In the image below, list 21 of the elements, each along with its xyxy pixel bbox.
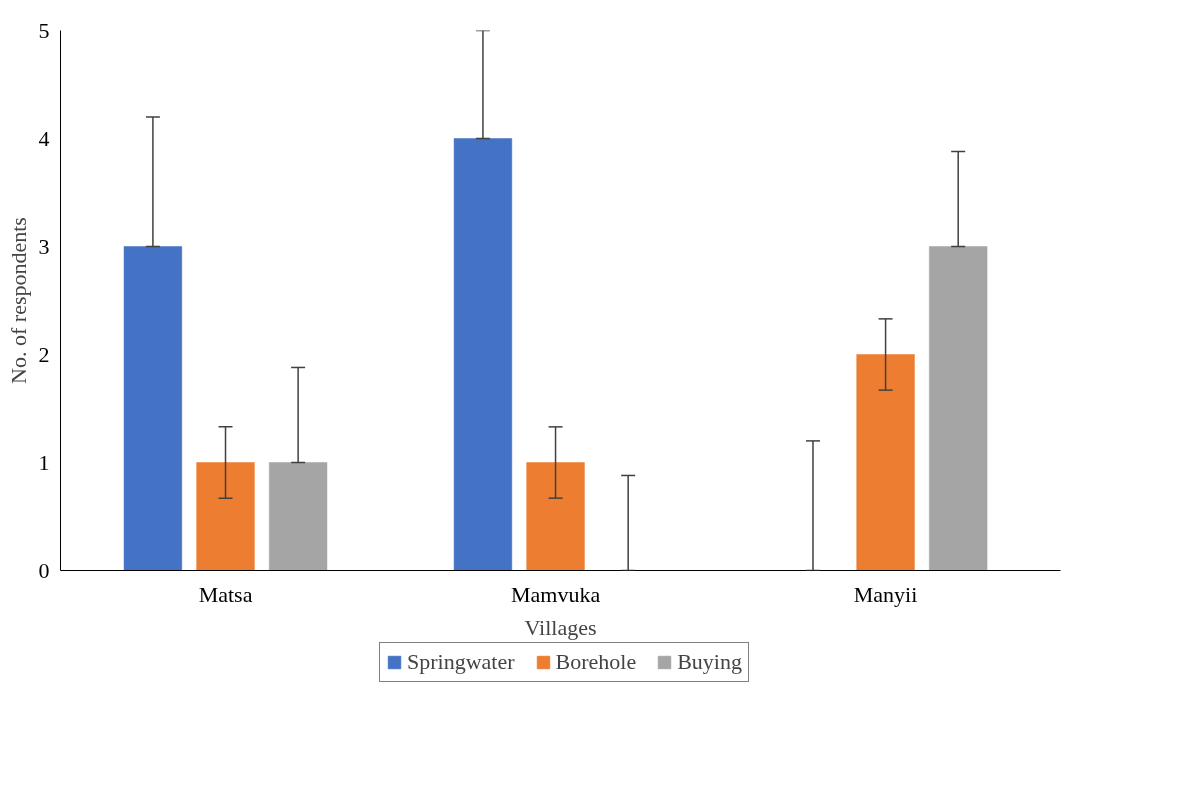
y-tick-label: 3 (38, 233, 50, 259)
y-tick-label: 1 (38, 449, 50, 475)
y-tick-label: 2 (38, 341, 50, 367)
legend-label: Buying (677, 649, 742, 675)
bar (196, 462, 255, 571)
legend-label: Springwater (407, 649, 515, 675)
y-tick-label: 4 (38, 125, 50, 151)
x-tick-label: Matsa (198, 581, 253, 607)
bar (929, 246, 988, 571)
y-axis-title: No. of respondents (5, 217, 31, 384)
x-tick-label: Mamvuka (510, 581, 601, 607)
y-tick-label: 0 (38, 557, 50, 583)
x-tick-label: Manyii (853, 581, 918, 607)
bar (123, 246, 183, 571)
bar (856, 354, 915, 571)
bar (526, 462, 585, 571)
x-axis-title: Villages (524, 614, 597, 640)
bar (453, 138, 513, 571)
legend-label: Borehole (555, 649, 637, 675)
y-tick-label: 5 (38, 17, 50, 43)
bar (269, 462, 328, 571)
